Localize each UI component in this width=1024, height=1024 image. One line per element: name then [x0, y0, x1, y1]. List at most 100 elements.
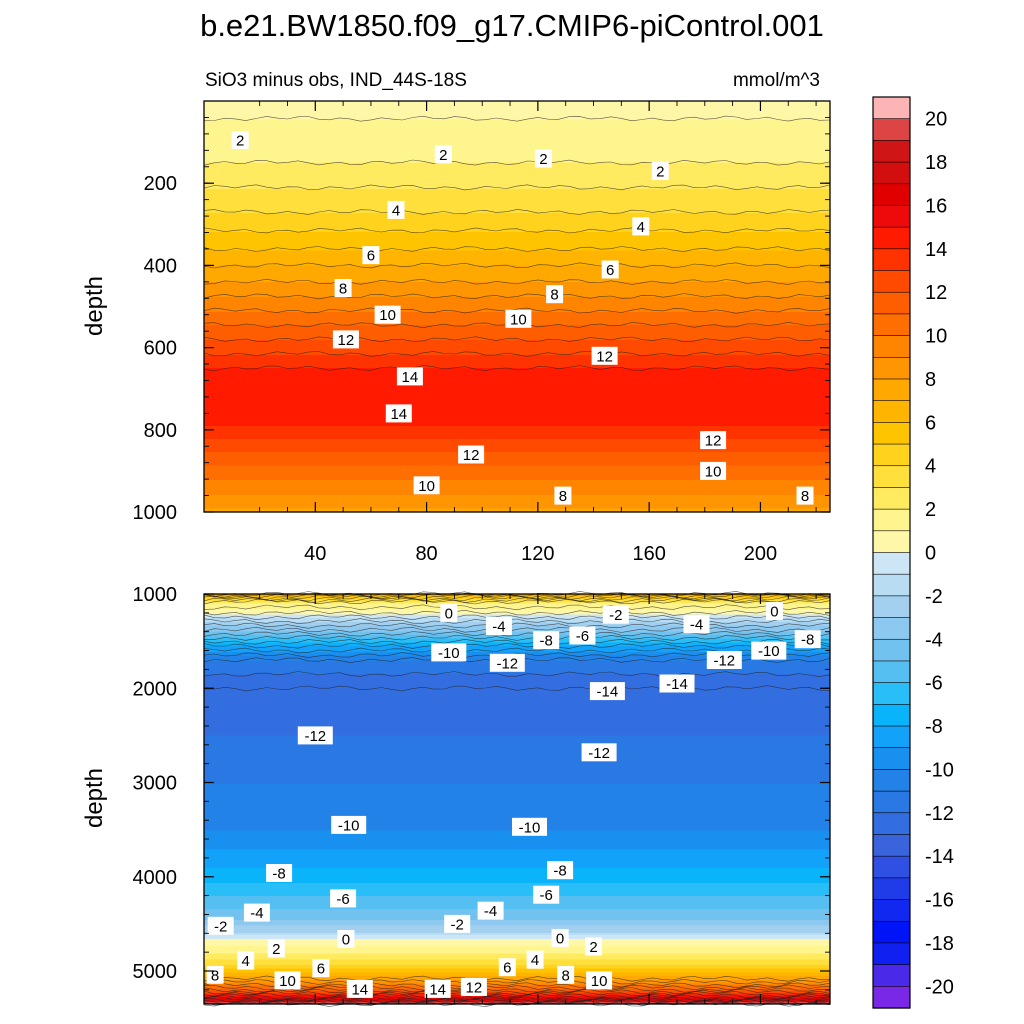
contour-label-text: 6	[503, 960, 511, 977]
contour-label-text: 14	[390, 406, 407, 423]
colorbar-box	[872, 313, 911, 337]
contour-line	[203, 685, 831, 692]
contour-label-box	[431, 643, 467, 662]
contour-label: 10	[586, 971, 613, 990]
contour-label-box	[659, 674, 695, 693]
contour-label-box	[526, 950, 544, 969]
contour-label: 4	[526, 950, 544, 969]
contour-label-box	[424, 979, 451, 998]
contour-label: 14	[346, 979, 373, 998]
contour-line	[203, 184, 831, 191]
contour-label-text: 2	[539, 151, 547, 168]
contour-label-text: 8	[339, 281, 347, 298]
contour-label-box	[581, 743, 617, 762]
colorbar-box	[872, 356, 911, 380]
colorbar-label: 14	[925, 239, 947, 261]
contour-label-box	[632, 217, 650, 236]
contour-label-text: -6	[576, 628, 589, 645]
contour-line	[203, 594, 831, 600]
contour-line	[203, 350, 831, 357]
colorbar-box	[872, 790, 911, 814]
contour-label-text: 6	[317, 961, 325, 978]
colorbar-box	[872, 725, 911, 749]
top-ylabel: depth	[81, 276, 108, 336]
contour-label-text: 2	[272, 941, 280, 958]
contour-label: -6	[330, 889, 357, 908]
contour-label-box	[796, 486, 814, 505]
contour-label-box	[534, 149, 552, 168]
contour-label-text: -4	[690, 617, 703, 634]
contour-label: 2	[267, 939, 285, 958]
contour-label-box	[765, 602, 783, 620]
contour-label-text: 14	[429, 981, 446, 998]
colorbar-label: 20	[925, 109, 947, 131]
y-tick-label: 5000	[133, 961, 178, 983]
contour-label: 14	[424, 979, 451, 998]
contour-label: 10	[274, 971, 301, 990]
contour-label: 6	[312, 959, 330, 978]
contour-label: -8	[794, 630, 821, 649]
contour-line	[203, 626, 831, 633]
contour-label: -12	[581, 743, 617, 762]
colorbar-label: -4	[925, 629, 943, 651]
contour-line	[203, 990, 831, 997]
contour-label-box	[243, 903, 270, 922]
contour-label: 0	[440, 603, 458, 622]
contour-label-box	[706, 651, 742, 669]
contour-line	[203, 671, 831, 678]
colorbar-label: -18	[925, 933, 954, 955]
contour-label-box	[362, 246, 380, 265]
colorbar-label: -14	[925, 846, 954, 868]
colorbar-box	[872, 660, 911, 684]
contour-label: 8	[554, 486, 572, 505]
contour-line	[203, 622, 831, 629]
contour-label-box	[683, 615, 710, 634]
colorbar: 20181614121086420-2-4-6-8-10-12-14-16-18…	[872, 96, 954, 1009]
contour-label: 8	[796, 486, 814, 505]
colorbar-box	[872, 834, 911, 857]
contour-label-box	[332, 330, 359, 349]
contour-label-box	[237, 951, 255, 970]
colorbar-label: 8	[925, 369, 936, 391]
contour-label-text: 2	[439, 147, 447, 164]
contour-label-box	[206, 965, 224, 984]
contour-label: -2	[602, 605, 629, 624]
contour-label-text: 12	[596, 348, 613, 365]
contour-label-text: 10	[510, 311, 527, 328]
contour-label-box	[477, 901, 504, 920]
contour-label: 6	[601, 260, 619, 279]
contour-line	[203, 278, 831, 285]
contour-label-text: 12	[705, 433, 722, 450]
colorbar-box	[872, 812, 911, 836]
contour-line	[203, 591, 831, 597]
colorbar-box	[872, 682, 911, 705]
contour-line	[203, 227, 831, 234]
contour-line	[203, 642, 831, 649]
colorbar-box	[872, 96, 911, 120]
contour-label-box	[444, 914, 471, 933]
bottom-ylabel: depth	[81, 768, 108, 828]
contour-label-text: 12	[338, 332, 355, 349]
colorbar-label: 18	[925, 152, 947, 174]
contour-label-box	[601, 260, 619, 279]
contour-label-box	[585, 937, 602, 956]
contour-line	[203, 988, 831, 995]
contour-line	[204, 635, 830, 641]
contour-label: -14	[589, 682, 625, 701]
contour-label: -8	[266, 864, 293, 883]
contour-label: 0	[337, 930, 355, 949]
contour-label: 10	[700, 461, 727, 480]
contour-line	[203, 307, 831, 314]
contour-label-box	[337, 930, 355, 948]
contour-line	[203, 975, 831, 982]
colorbar-label: 12	[925, 282, 947, 304]
contour-label-text: -2	[451, 916, 464, 933]
colorbar-box	[872, 291, 911, 315]
bottom-contour-labels: 0 -2 0-4 -4-6-8 -8-10 -10-12 -12-14 -14-12-12-1…	[206, 602, 821, 998]
contour-label-box	[554, 486, 572, 505]
contour-line	[203, 293, 831, 300]
colorbar-label: 2	[925, 499, 936, 521]
contour-label-text: 10	[379, 307, 396, 324]
y-tick-label: 2000	[133, 678, 178, 700]
contour-label-text: -12	[496, 655, 518, 672]
